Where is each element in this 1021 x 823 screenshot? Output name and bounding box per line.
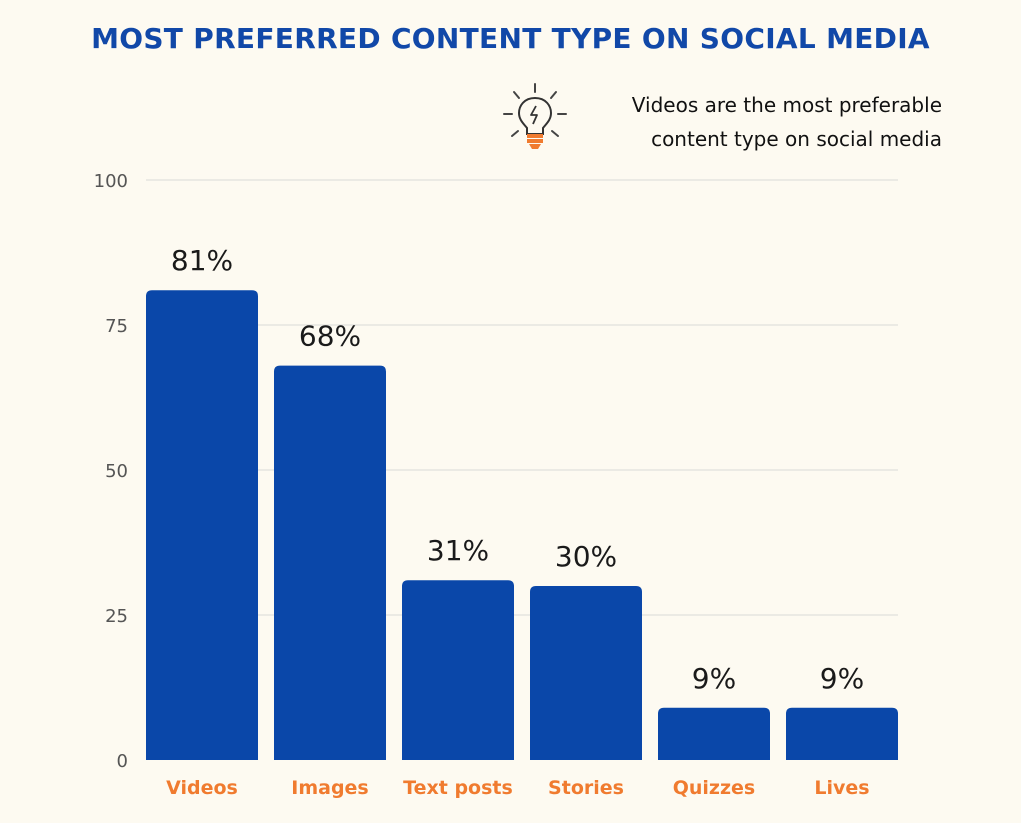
data-label: 9%	[692, 662, 736, 695]
data-label: 81%	[171, 244, 233, 277]
data-labels: 81% 68% 31% 30% 9% 9%	[171, 244, 864, 695]
chart-title: MOST PREFERRED CONTENT TYPE ON SOCIAL ME…	[91, 22, 930, 55]
bar-lives	[786, 707, 898, 760]
bar-images	[274, 365, 386, 760]
callout-note: Videos are the most preferable content t…	[500, 80, 970, 160]
x-tick-label: Text posts	[403, 777, 513, 799]
lightbulb-icon	[503, 83, 567, 149]
data-label: 9%	[820, 662, 864, 695]
bar-quizzes	[658, 707, 770, 760]
callout-text: Videos are the most preferable content t…	[631, 93, 942, 151]
bar-stories	[530, 586, 642, 760]
y-axis-ticks: 0 25 50 75 100	[94, 171, 128, 772]
data-label: 68%	[299, 320, 361, 353]
gridlines	[146, 179, 898, 616]
data-label: 31%	[427, 534, 489, 567]
x-tick-label: Stories	[548, 777, 624, 799]
bars	[146, 290, 898, 760]
bar-text-posts	[402, 580, 514, 760]
y-tick-label: 100	[94, 171, 128, 192]
x-tick-label: Images	[291, 777, 368, 799]
y-tick-label: 25	[105, 606, 128, 627]
y-tick-label: 50	[105, 461, 128, 482]
x-tick-label: Videos	[166, 777, 238, 799]
bar-videos	[146, 290, 258, 760]
y-tick-label: 0	[117, 751, 128, 772]
x-tick-label: Quizzes	[673, 777, 756, 799]
x-tick-label: Lives	[814, 777, 869, 799]
x-axis-labels: Videos Images Text posts Stories Quizzes Live…	[166, 777, 869, 799]
y-tick-label: 75	[105, 316, 128, 337]
data-label: 30%	[555, 540, 617, 573]
